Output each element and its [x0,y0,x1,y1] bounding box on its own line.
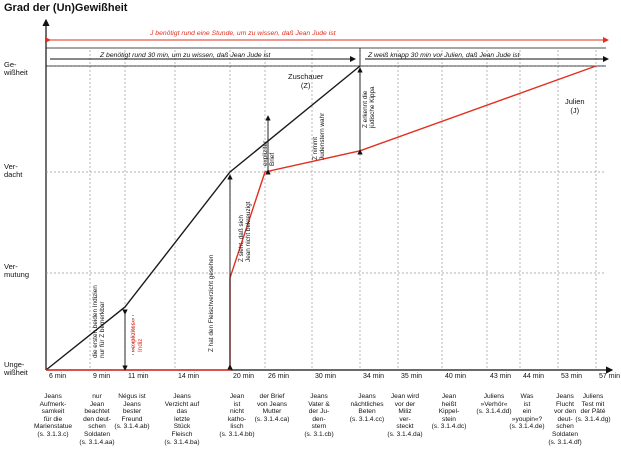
banner-top-label: J benötigt rund eine Stunde, um zu wisse… [150,30,336,37]
time-tick-7: 34 min [363,373,385,380]
line-julien [46,65,597,371]
series-label-zuschauer: Zuschauer (Z) [288,72,324,90]
y-label-gewissheit: Ge- wißheit [4,60,28,77]
annotation-explizites-indiz: »explizites« Indiz [130,318,144,352]
category-label-6: Jeans Vater & der Ju- den- stern (s. 3.1… [304,393,334,438]
time-tick-9: 40 min [445,373,467,380]
y-label-ungewissheit: Unge- wißheit [4,360,28,377]
time-tick-8: 35 min [401,373,423,380]
annotation-kippa: Z erkennt die jüdische Kippa [362,86,376,128]
annotation-fleischverzicht: Z hat den Fleischverzicht gesehen [208,254,215,352]
category-label-12: Jeans Flucht vor den deut- schen Soldate… [548,393,582,446]
time-tick-11: 44 min [523,373,545,380]
time-tick-1: 9 min [93,373,111,380]
category-label-5: der Brief von Jeans Mutter (s. 3.1.4.ca) [254,393,290,423]
annotation-indizien: die ersten beiden Indizien nur für Z bem… [92,285,106,358]
banner-left-label: Z benötigt rund 30 min, um zu wissen, da… [100,52,271,59]
category-label-13: Juliens Test mit der Pâté (s. 3.1.4.dg) [575,393,611,423]
diagram-title: Grad der (Un)Gewißheit [4,2,128,14]
category-label-0: Jeans Aufmerk- samkeit für die Mariensta… [33,393,73,438]
category-label-4: Jean ist nicht katho- lisch (s. 3.1.4.bb… [219,393,255,438]
line-zuschauer [45,65,361,371]
category-label-3: Jeans Verzicht auf das letzte Stück Flei… [164,393,200,446]
category-label-9: Jean heißt Kippel- stein (s. 3.1.4.dc) [431,393,467,431]
category-label-10: Juliens »Verhör« (s. 3.1.4.dd) [476,393,512,416]
category-label-7: Jeans nächtliches Beten (s. 3.1.4.cc) [349,393,385,423]
category-label-8: Jean wird vor der Miliz ver- steckt (s. … [387,393,423,438]
banner-right-label: Z weiß knapp 30 min vor Julien, daß Jean… [368,52,520,59]
y-label-vermutung: Ver- mutung [4,262,30,279]
time-tick-0: 6 min [49,373,67,380]
y-label-verdacht: Ver- dacht [4,162,23,179]
annotation-judenstern: Z nimmt Judenstern wahr [312,112,326,160]
annotation-bekreuzigt: Z sieht, daß sich Jean nicht bekreuzigt [238,201,252,262]
series-label-julien: Julien (J) [565,97,585,115]
time-tick-2: 11 min [128,373,149,380]
time-tick-13: 57 min [599,373,621,380]
time-tick-4: 20 min [233,373,255,380]
category-label-1: nur Jean beachtet den deut- schen Soldat… [79,393,115,446]
category-label-11: Was ist ein »youpin«? (s. 3.1.4.de) [509,393,545,431]
category-label-2: Négus ist Jeans bester Freund (s. 3.1.4.… [114,393,150,431]
time-tick-6: 30 min [315,373,337,380]
time-tick-10: 43 min [490,373,512,380]
time-tick-12: 53 min [561,373,583,380]
annotation-expliziter-brief: expliziter Brief [262,140,276,166]
time-tick-5: 26 min [268,373,290,380]
time-tick-3: 14 min [178,373,200,380]
